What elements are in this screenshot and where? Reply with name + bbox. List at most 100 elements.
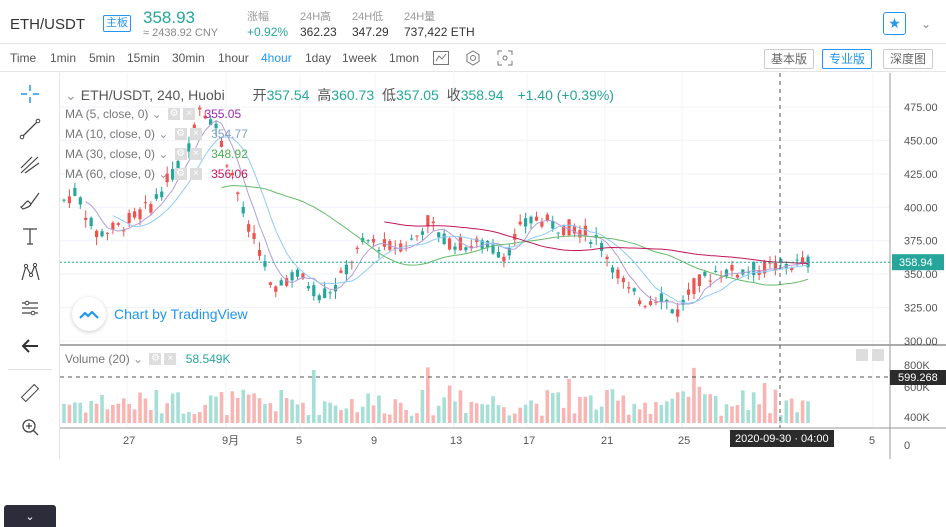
chevron-down-icon[interactable]: ⌄ [148, 107, 162, 121]
fullscreen-button[interactable] [496, 49, 514, 67]
volume-bar [665, 401, 669, 423]
ma5-remove-icon[interactable]: × [183, 107, 196, 120]
volume-bar [735, 405, 740, 423]
chevron-down-icon[interactable]: ⌄ [155, 167, 169, 181]
volume-bar [355, 412, 360, 423]
candle-body [800, 257, 805, 263]
ma10-remove-icon[interactable]: × [189, 127, 202, 140]
brush-tool[interactable] [13, 186, 47, 214]
candle-body [94, 230, 99, 238]
candle-body [572, 225, 577, 234]
ma60-value: 356.06 [211, 167, 248, 181]
candle-body [773, 262, 778, 271]
candle-body [263, 260, 267, 267]
ma30-label: MA (30, close, 0) [65, 147, 156, 161]
chart-canvas[interactable]: 475.00 450.00 425.00 400.00 375.00 350.00 325.… [60, 73, 946, 459]
ma60-settings-icon[interactable]: ⚙ [174, 167, 187, 180]
chevron-down-icon[interactable]: ⌄ [155, 127, 169, 141]
trend-line-icon [19, 118, 41, 140]
volume-bar [165, 403, 169, 423]
zoom-tool[interactable] [13, 413, 47, 441]
trend-line-tool[interactable] [13, 115, 47, 143]
ruler-tool[interactable] [13, 379, 47, 407]
volume-24h-label: 24H量 [404, 11, 436, 23]
volume-bar [572, 413, 577, 423]
ma10-settings-icon[interactable]: ⚙ [174, 127, 187, 140]
candle-body [453, 246, 457, 250]
volume-bar [312, 369, 316, 423]
tf-time[interactable]: Time [10, 51, 37, 65]
volume-bar [605, 390, 609, 423]
depth-chart-button[interactable]: 深度图 [883, 49, 934, 69]
candle-body [73, 187, 77, 196]
volume-bar [208, 395, 213, 423]
tradingview-watermark[interactable]: Chart by TradingView [72, 297, 248, 331]
pattern-tool[interactable] [13, 258, 47, 286]
volume-bar [692, 367, 696, 423]
volume-bar [654, 402, 658, 423]
volume-bar [502, 407, 506, 423]
basic-view-button[interactable]: 基本版 [764, 49, 815, 69]
volume-bar [219, 392, 224, 423]
volume-bar [779, 415, 783, 423]
pro-view-button[interactable]: 专业版 [822, 49, 873, 69]
text-icon [23, 228, 37, 245]
chart-type-button[interactable] [432, 49, 450, 67]
tf-4hour[interactable]: 4hour [261, 51, 292, 65]
volume-bar [431, 415, 436, 423]
close-value: 358.94 [460, 87, 504, 103]
candle-body [187, 143, 191, 152]
candle-body [62, 199, 66, 201]
last-price-tag [892, 254, 944, 271]
volume-bar [127, 403, 131, 423]
tf-1mon[interactable]: 1mon [389, 51, 420, 65]
candle-body [415, 235, 419, 237]
volume-bar [67, 404, 72, 423]
tf-30min[interactable]: 30min [172, 51, 205, 65]
candle-body [665, 299, 669, 303]
price-tick: 300.00 [904, 336, 938, 348]
candle-body [703, 271, 707, 276]
candle-body [203, 115, 207, 119]
volume-bar [138, 392, 142, 423]
chevron-down-icon[interactable]: ⌄ [155, 147, 169, 161]
tf-1week[interactable]: 1week [342, 51, 377, 65]
indicators-button[interactable] [464, 49, 482, 67]
pair-title[interactable]: ETH/USDT [10, 16, 85, 33]
tf-5min[interactable]: 5min [89, 51, 116, 65]
ma30-remove-icon[interactable]: × [189, 147, 202, 160]
volume-settings-icon[interactable]: ⚙ [149, 352, 162, 365]
tf-15min[interactable]: 15min [127, 51, 160, 65]
tf-1hour[interactable]: 1hour [218, 51, 249, 65]
pane-up-button [856, 349, 868, 361]
ma5-value: 355.05 [204, 107, 242, 121]
high-label: 高 [317, 87, 332, 103]
volume-remove-icon[interactable]: × [164, 352, 177, 365]
low-24h-value: 347.29 [352, 25, 389, 39]
trading-chart[interactable]: 475.00 450.00 425.00 400.00 375.00 350.00 325.… [60, 73, 946, 459]
prediction-tool[interactable] [13, 294, 47, 322]
candle-body [323, 288, 327, 299]
crosshair-tool[interactable] [13, 80, 47, 108]
ma5-settings-icon[interactable]: ⚙ [168, 107, 181, 120]
ma60-remove-icon[interactable]: × [189, 167, 202, 180]
text-tool[interactable] [13, 222, 47, 250]
toolbar-collapse-button[interactable]: ⌄ [4, 505, 56, 527]
candle-body [730, 265, 734, 271]
volume-bar [768, 413, 772, 423]
candle-body [469, 246, 473, 248]
cloud-icon [72, 297, 106, 331]
tf-1day[interactable]: 1day [305, 51, 332, 65]
favorite-button[interactable]: ★ [883, 12, 906, 35]
chart-collapse-icon[interactable]: ⌄ [65, 87, 77, 103]
volume-tick: 800K [904, 360, 930, 372]
chevron-down-icon[interactable]: ⌄ [129, 352, 147, 366]
tf-1min[interactable]: 1min [50, 51, 77, 65]
ma30-settings-icon[interactable]: ⚙ [174, 147, 187, 160]
expand-button[interactable]: ⌄ [916, 12, 936, 35]
volume-bar [675, 392, 680, 423]
back-tool[interactable] [13, 332, 47, 360]
volume-bar [713, 396, 718, 423]
volume-bar [670, 398, 675, 423]
fib-tool[interactable] [13, 151, 47, 179]
